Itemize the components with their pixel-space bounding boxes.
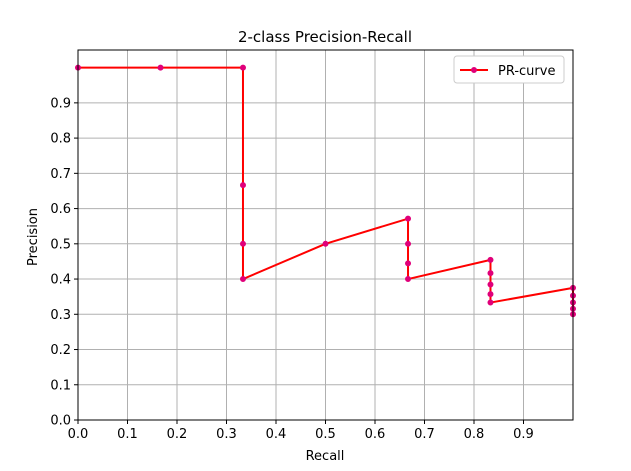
pr-curve-point xyxy=(487,291,494,298)
x-tick-label: 0.4 xyxy=(266,427,287,442)
y-tick-label: 0.6 xyxy=(50,202,71,217)
axis-ticks: 0.0 0.1 0.2 0.3 0.4 0.5 0.6 0.7 0.8 0.9 0.0 0.1 0.2 0… xyxy=(50,96,534,442)
legend: PR-curve xyxy=(453,55,565,84)
x-axis-label: Recall xyxy=(306,449,345,464)
x-tick-label: 0.9 xyxy=(513,427,534,442)
y-tick-label: 0.0 xyxy=(50,414,71,429)
y-tick-label: 0.3 xyxy=(50,308,71,323)
y-tick-label: 0.2 xyxy=(50,343,71,358)
x-tick-label: 0.2 xyxy=(167,427,188,442)
y-tick-label: 0.1 xyxy=(50,378,71,393)
chart-title: 2-class Precision-Recall xyxy=(238,28,412,46)
pr-curve-point xyxy=(239,64,246,71)
legend-box xyxy=(453,55,565,84)
legend-marker-swatch xyxy=(471,67,477,73)
pr-curve-point xyxy=(405,240,412,247)
x-tick-label: 0.3 xyxy=(216,427,237,442)
pr-curve-point xyxy=(239,240,246,247)
pr-curve-point xyxy=(322,240,329,247)
y-tick-label: 0.9 xyxy=(50,96,71,111)
pr-curve-point xyxy=(405,260,412,267)
pr-curve-point xyxy=(487,256,494,263)
x-tick-label: 0.5 xyxy=(315,427,336,442)
pr-curve-point xyxy=(405,215,412,222)
legend-label: PR-curve xyxy=(498,64,555,79)
y-tick-label: 0.8 xyxy=(50,132,71,147)
pr-curve-point xyxy=(239,276,246,283)
x-tick-label: 0.6 xyxy=(365,427,386,442)
x-tick-label: 0.7 xyxy=(414,427,435,442)
y-tick-label: 0.7 xyxy=(50,167,71,182)
pr-curve-point xyxy=(487,270,494,277)
y-tick-label: 0.4 xyxy=(50,273,71,288)
x-tick-label: 0.0 xyxy=(68,427,89,442)
pr-curve-point xyxy=(157,64,164,71)
y-tick-label: 0.5 xyxy=(50,237,71,252)
pr-curve-point xyxy=(405,276,412,283)
pr-curve-point xyxy=(487,299,494,306)
pr-curve-point xyxy=(487,281,494,288)
x-tick-label: 0.8 xyxy=(464,427,485,442)
x-tick-label: 0.1 xyxy=(117,427,138,442)
y-axis-label: Precision xyxy=(26,208,41,266)
pr-curve-point xyxy=(239,182,246,189)
